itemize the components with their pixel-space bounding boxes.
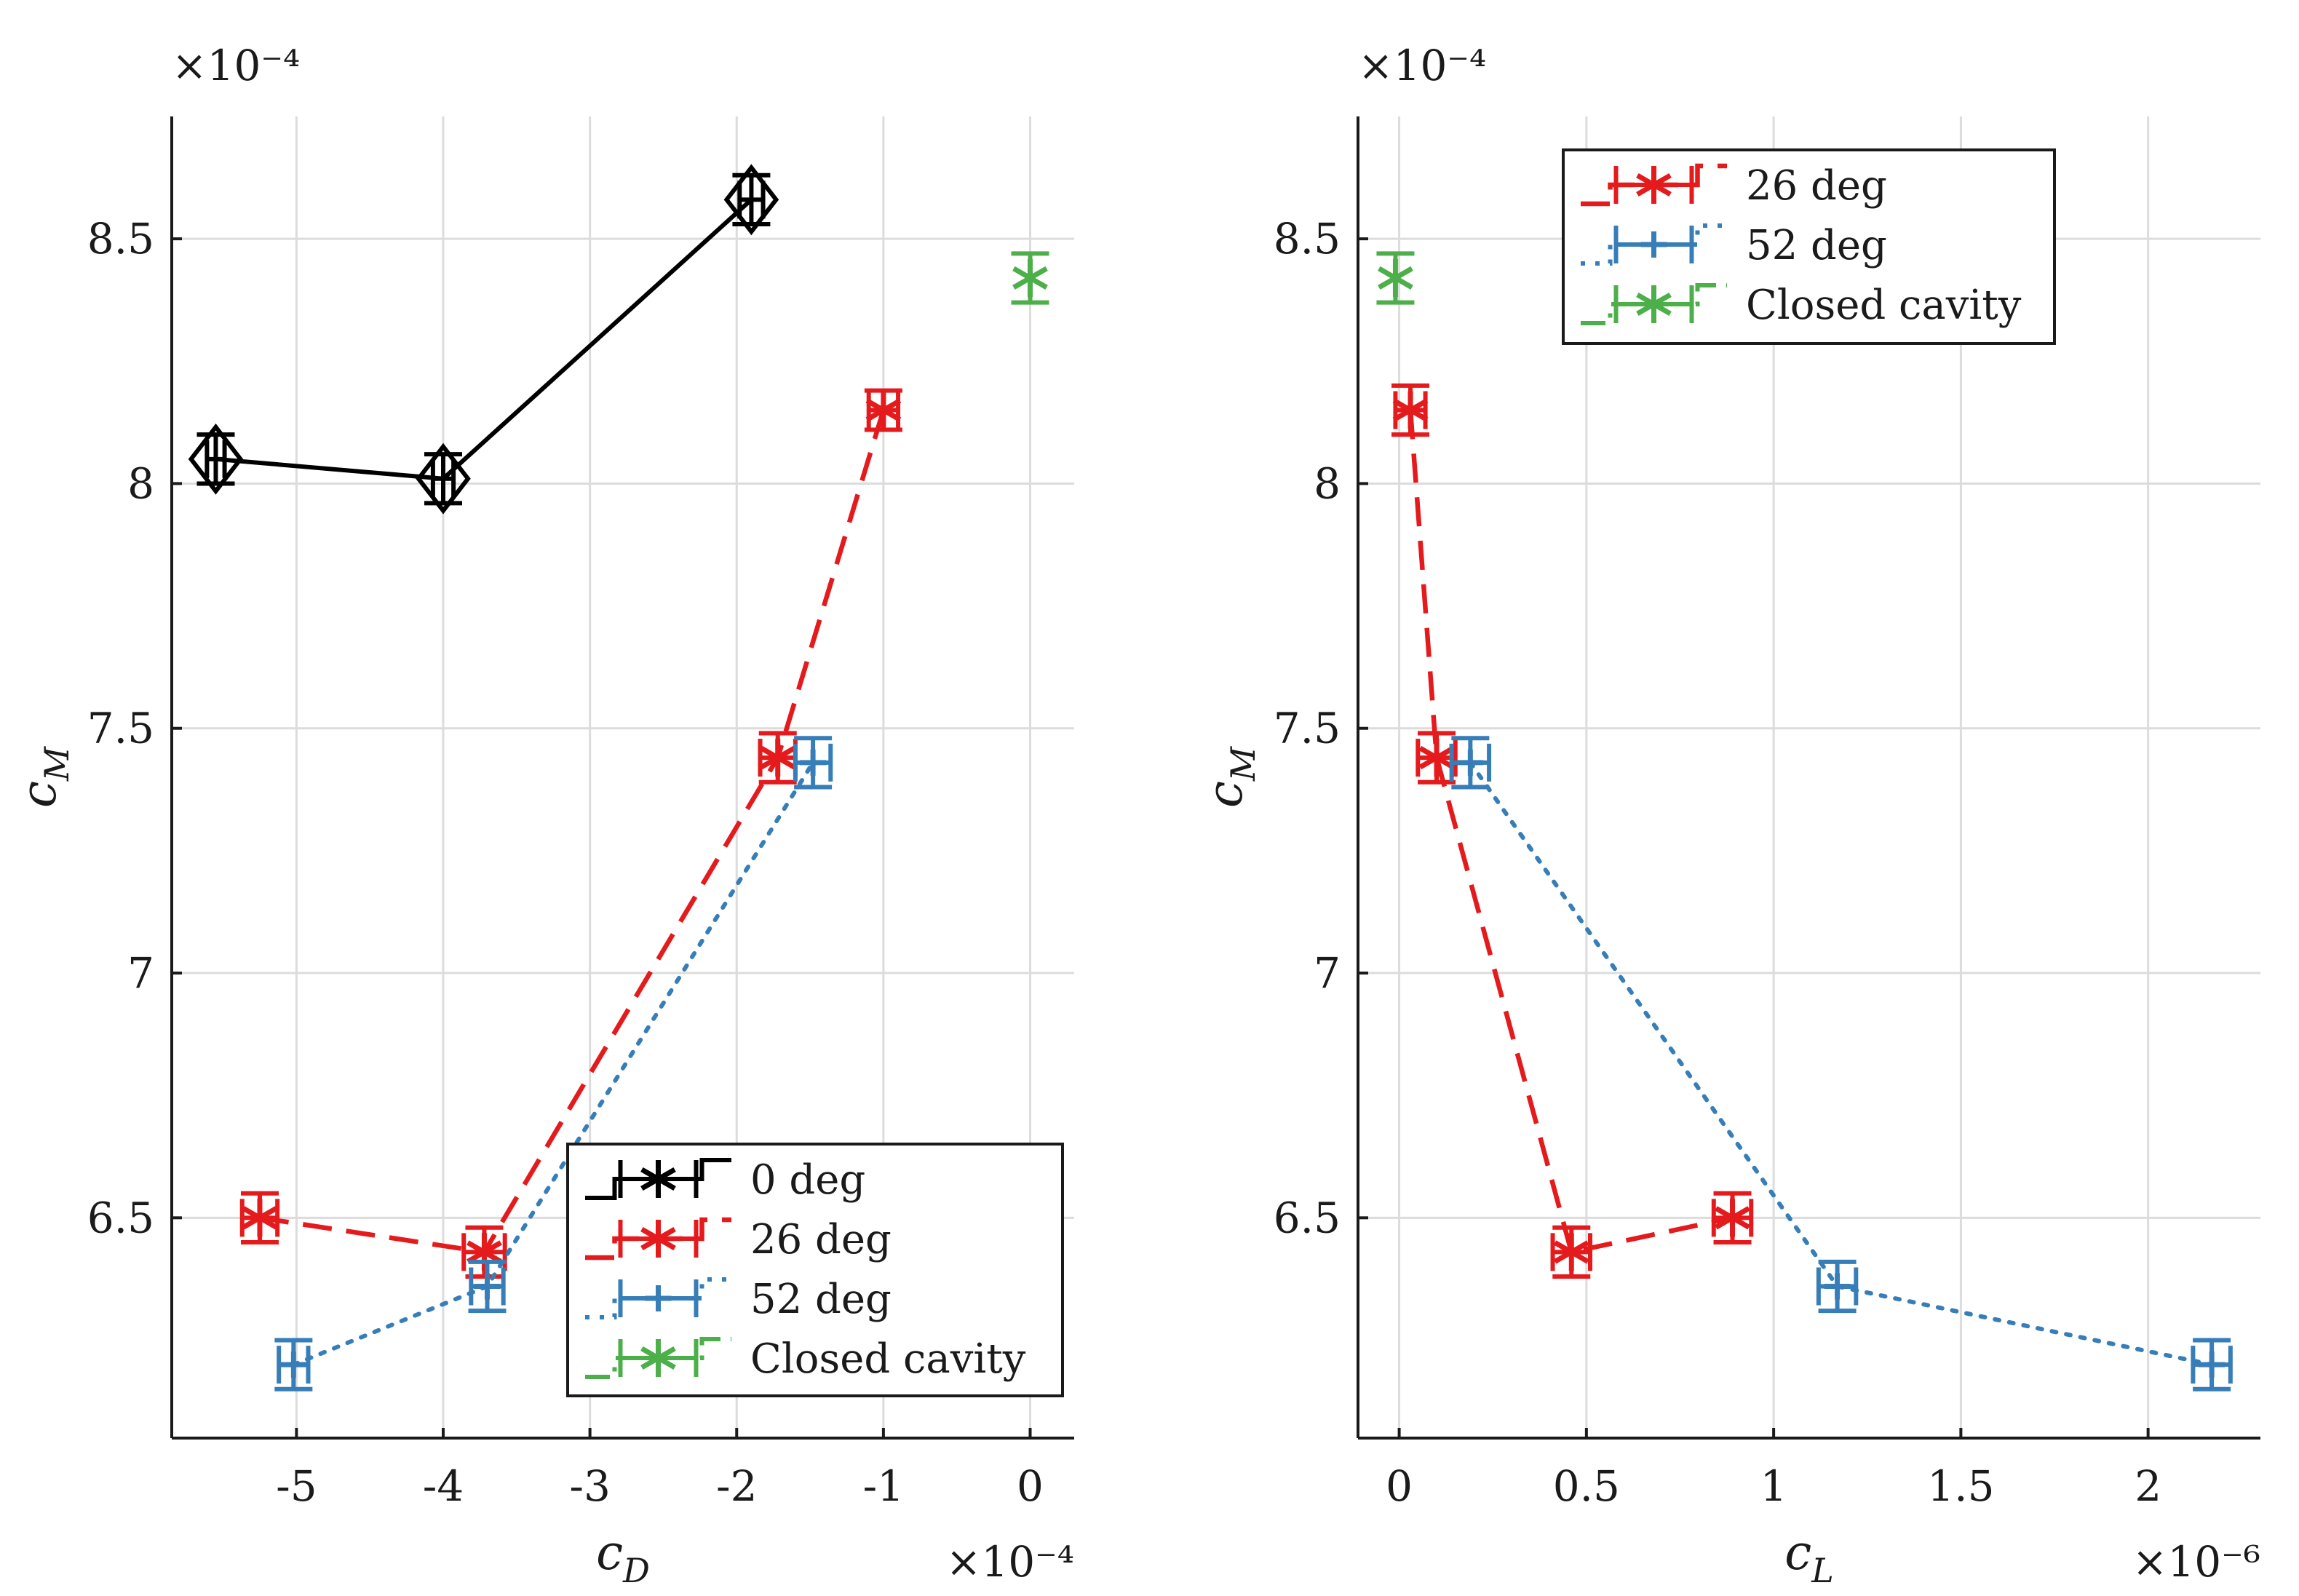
data-point-right-26-deg-1 [1418, 739, 1455, 777]
y-axis-label-left: cM [11, 745, 76, 808]
legend-marker-right-52-deg [1640, 231, 1667, 258]
data-point-right-26-deg-2 [1553, 1233, 1589, 1271]
legend-marker-right-26-deg [1636, 166, 1672, 204]
axes-left [170, 116, 1074, 1440]
y-tick-label-left-2: 7.5 [87, 704, 154, 753]
data-point-right-52-deg-2 [2199, 1351, 2225, 1378]
y-tick-label-right-4: 8.5 [1274, 214, 1341, 263]
error-bar-left-0-deg-0 [196, 432, 235, 486]
x-tick-label-left-4: -1 [863, 1461, 905, 1511]
x-axis-label-base-left: c [596, 1525, 623, 1581]
plot-right: 0 0.5 1 1.5 2 6.577.588.5 ×10⁻⁴ ×10⁻⁶ cL cM … [1197, 41, 2260, 1590]
y-exponent-right: ×10⁻⁴ [1358, 41, 1486, 90]
data-point-right-26-deg-3 [1715, 1199, 1750, 1237]
y-tick-label-left-4: 8.5 [87, 214, 154, 263]
plot-left: -5 -4 -3 -2 -1 0 6.577.588.5 ×10⁻⁴ ×10⁻⁴ cD c… [11, 41, 1074, 1590]
x-ticks-left: -5 -4 -3 -2 -1 0 [276, 1461, 1044, 1511]
data-point-left-52-deg-1 [474, 1273, 501, 1300]
data-point-left-26-deg-1 [466, 1233, 502, 1271]
x-tick-label-left-5: 0 [1017, 1461, 1044, 1511]
series-line-left-26-deg [259, 409, 886, 1255]
grid-left [172, 116, 1074, 1438]
data-point-right-52-deg-0 [1457, 749, 1484, 776]
legend-line-sample-left-closed-cavity [585, 1337, 731, 1379]
data-point-left-0-deg-1 [416, 442, 471, 515]
x-tick-label-left-2: -3 [569, 1461, 611, 1511]
legend-label-right-52-deg: 52 deg [1746, 222, 1887, 269]
x-tick-label-right-0: 0 [1386, 1461, 1413, 1511]
data-point-left-26-deg-2 [760, 739, 796, 777]
x-tick-label-left-3: -2 [716, 1461, 758, 1511]
data-point-right-52-deg-1 [1824, 1273, 1851, 1300]
error-bar-left-0-deg-2 [732, 172, 771, 226]
x-tick-label-left-1: -4 [423, 1461, 464, 1511]
x-axis-label-left: cD [596, 1525, 650, 1590]
data-point-left-26-deg-3 [865, 391, 902, 429]
x-exponent-left: ×10⁻⁴ [946, 1537, 1074, 1587]
data-point-right-closed-cavity-0 [1378, 258, 1413, 297]
legend-left: 0 deg 26 deg 52 deg Closed cavity [566, 1143, 1064, 1397]
legend-marker-left-closed-cavity [640, 1339, 676, 1377]
data-point-left-0-deg-2 [723, 164, 779, 236]
legend-line-sample-right-closed-cavity [1581, 283, 1727, 325]
y-tick-label-left-3: 8 [127, 458, 154, 508]
x-exponent-right: ×10⁻⁶ [2132, 1537, 2260, 1587]
y-tick-label-right-1: 7 [1314, 948, 1341, 998]
y-tick-label-right-3: 8 [1314, 458, 1341, 508]
x-axis-label-right: cL [1784, 1525, 1834, 1590]
data-point-left-closed-cavity-0 [1012, 258, 1048, 297]
x-tick-label-left-0: -5 [276, 1461, 317, 1511]
x-tick-label-right-4: 2 [2135, 1461, 2161, 1511]
y-axis-label-base-right: c [1197, 781, 1253, 808]
legend-label-left-0-deg: 0 deg [750, 1156, 865, 1204]
y-exponent-left: ×10⁻⁴ [172, 41, 300, 90]
data-point-left-0-deg-0 [188, 423, 244, 495]
data-point-right-26-deg-0 [1392, 391, 1429, 429]
y-tick-label-left-0: 6.5 [87, 1193, 154, 1242]
y-tick-label-right-0: 6.5 [1274, 1193, 1341, 1242]
data-point-left-52-deg-0 [280, 1351, 307, 1378]
x-tick-label-right-3: 1.5 [1927, 1461, 1994, 1511]
legend-label-left-26-deg: 26 deg [750, 1216, 892, 1263]
y-axis-label-base-left: c [11, 781, 67, 808]
axes-right [1357, 116, 2260, 1440]
data-point-left-52-deg-2 [800, 749, 827, 776]
series-line-right-26-deg [1407, 410, 1734, 1255]
legend-marker-right-closed-cavity [1636, 285, 1672, 323]
y-tick-label-right-2: 7.5 [1274, 704, 1341, 753]
series-right [1376, 251, 2233, 1391]
legend-marker-left-0-deg [640, 1160, 676, 1198]
x-tick-label-right-1: 0.5 [1553, 1461, 1620, 1511]
y-axis-label-sub-right: M [1223, 745, 1263, 782]
x-ticks-right: 0 0.5 1 1.5 2 [1386, 1461, 2161, 1511]
x-tick-label-right-2: 1 [1760, 1461, 1787, 1511]
y-tick-label-left-1: 7 [127, 948, 154, 998]
legend-label-left-closed-cavity: Closed cavity [750, 1335, 1026, 1383]
legend-right: 26 deg 52 deg Closed cavity [1562, 148, 2056, 345]
legend-label-right-26-deg: 26 deg [1746, 162, 1887, 210]
y-axis-label-right: cM [1197, 745, 1263, 808]
legend-label-left-52-deg: 52 deg [750, 1276, 892, 1323]
data-point-left-26-deg-0 [242, 1199, 278, 1237]
legend-label-right-closed-cavity: Closed cavity [1746, 282, 2022, 329]
legend-marker-left-26-deg [640, 1220, 676, 1258]
series-left [188, 164, 1049, 1391]
x-axis-label-base-right: c [1784, 1525, 1811, 1581]
x-axis-label-sub-left: D [622, 1551, 650, 1590]
y-ticks-right: 6.5 7 7.5 8 8.5 [1274, 214, 1341, 1242]
y-ticks-left: 6.5 7 7.5 8 8.5 [87, 214, 154, 1242]
x-axis-label-sub-right: L [1811, 1551, 1834, 1590]
legend-marker-left-52-deg [645, 1285, 672, 1311]
y-axis-label-sub-left: M [37, 745, 76, 782]
error-bar-left-0-deg-1 [424, 452, 463, 506]
